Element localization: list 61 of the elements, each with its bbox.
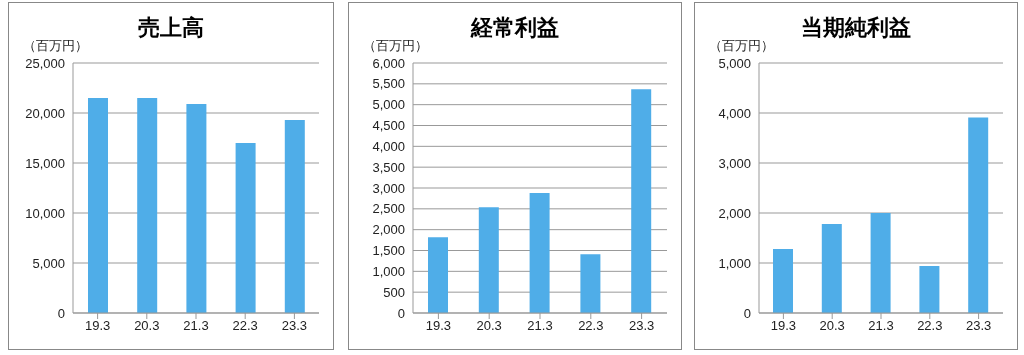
- x-tick-label: 20.3: [134, 318, 160, 334]
- x-tick-label: 23.3: [628, 318, 655, 334]
- bar: [88, 98, 108, 313]
- bar: [968, 117, 989, 313]
- bar: [478, 207, 499, 313]
- y-tick-label: 4,000: [372, 138, 405, 154]
- bar: [870, 213, 891, 313]
- y-tick-label: 1,500: [372, 243, 405, 259]
- chart-title: 経常利益: [471, 15, 559, 40]
- x-tick-label: 21.3: [527, 318, 553, 334]
- bar: [919, 266, 940, 313]
- y-tick-label: 6,000: [372, 55, 405, 71]
- x-tick-label: 22.3: [578, 318, 604, 334]
- y-tick-label: 10,000: [25, 205, 65, 221]
- y-tick-label: 5,000: [32, 255, 65, 271]
- y-tick-label: 1,000: [718, 255, 751, 271]
- y-tick-label: 4,500: [372, 118, 405, 134]
- x-tick-label: 19.3: [84, 318, 111, 334]
- y-tick-label: 5,500: [372, 76, 405, 92]
- y-tick-label: 3,000: [718, 155, 751, 171]
- bar: [284, 120, 305, 313]
- x-tick-label: 21.3: [868, 318, 894, 334]
- x-tick-label: 20.3: [476, 318, 502, 334]
- y-tick-label: 2,000: [372, 222, 405, 238]
- y-tick-label: 2,500: [372, 201, 405, 217]
- y-axis-title: （百万円）: [23, 37, 88, 55]
- x-tick-label: 23.3: [281, 318, 308, 334]
- x-tick-label: 21.3: [183, 318, 209, 334]
- x-tick-label: 20.3: [819, 318, 845, 334]
- y-axis-title: （百万円）: [363, 37, 428, 55]
- y-axis-title: （百万円）: [709, 37, 774, 55]
- chart-title: 当期純利益: [801, 15, 911, 40]
- x-tick-label: 23.3: [965, 318, 992, 334]
- y-tick-label: 500: [383, 284, 405, 300]
- y-tick-label: 1,000: [372, 263, 405, 279]
- y-tick-label: 0: [57, 305, 65, 321]
- y-tick-label: 2,000: [718, 205, 751, 221]
- bar: [137, 98, 158, 313]
- bar: [631, 89, 652, 313]
- y-tick-label: 5,000: [372, 97, 405, 113]
- y-tick-label: 3,000: [372, 180, 405, 196]
- y-tick-label: 20,000: [25, 105, 65, 121]
- bar: [821, 224, 842, 313]
- y-tick-label: 4,000: [718, 105, 751, 121]
- bar: [773, 249, 793, 313]
- bar: [235, 143, 256, 313]
- bar: [529, 193, 550, 313]
- y-tick-label: 0: [397, 305, 405, 321]
- chart-title: 売上高: [138, 15, 204, 40]
- y-tick-label: 3,500: [372, 159, 405, 175]
- x-tick-label: 22.3: [232, 318, 258, 334]
- bar: [186, 104, 207, 313]
- x-tick-label: 22.3: [917, 318, 943, 334]
- y-tick-label: 5,000: [718, 55, 751, 71]
- y-tick-label: 0: [743, 305, 751, 321]
- bar: [428, 237, 448, 313]
- x-tick-label: 19.3: [770, 318, 797, 334]
- x-tick-label: 19.3: [425, 318, 452, 334]
- y-tick-label: 15,000: [25, 155, 65, 171]
- y-tick-label: 25,000: [25, 55, 65, 71]
- bar: [580, 254, 601, 313]
